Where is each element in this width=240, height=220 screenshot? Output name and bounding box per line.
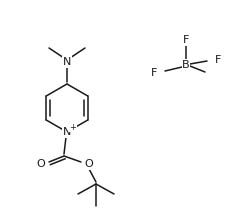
Text: +: + <box>70 123 76 132</box>
Text: O: O <box>85 159 93 169</box>
Text: N: N <box>63 127 71 137</box>
Text: O: O <box>37 159 45 169</box>
Text: F: F <box>151 68 157 78</box>
Text: F: F <box>183 35 189 45</box>
Text: B: B <box>182 60 190 70</box>
Text: N: N <box>63 57 71 67</box>
Text: F: F <box>215 55 221 65</box>
